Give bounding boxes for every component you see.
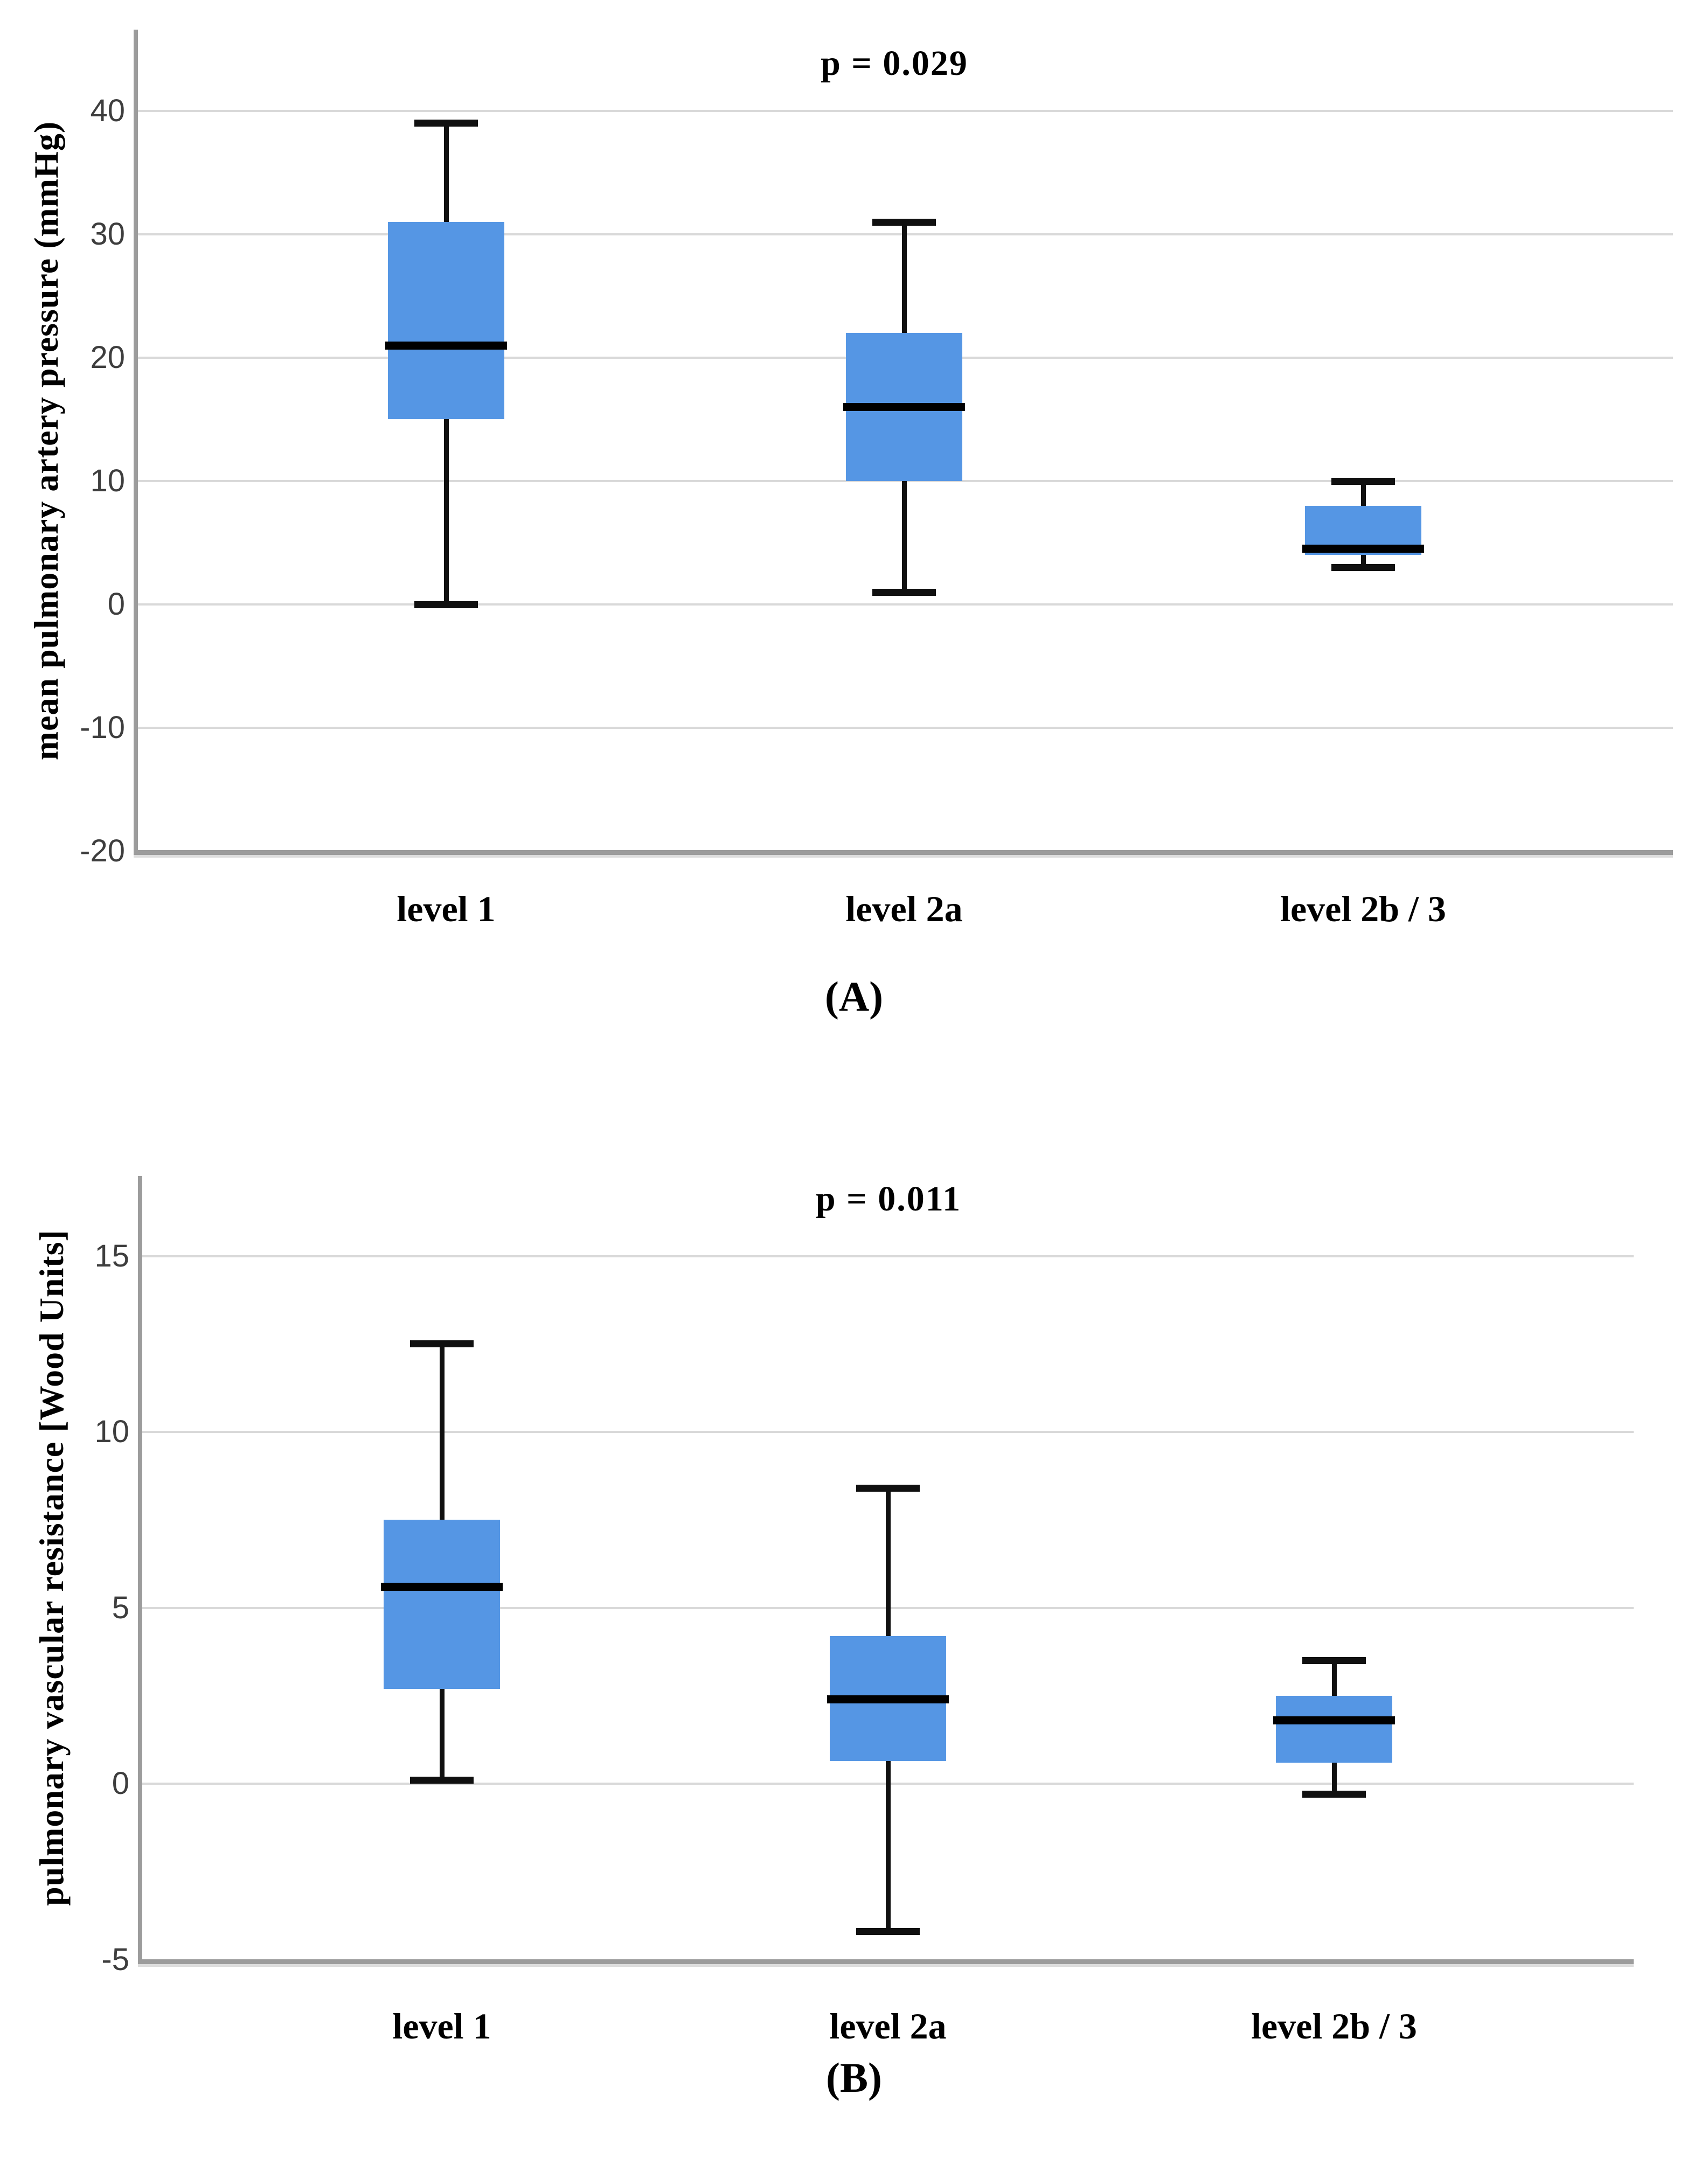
box-iqr [1276, 1695, 1392, 1763]
whisker-cap-bottom [410, 1776, 474, 1784]
gridline-10 [142, 1431, 1634, 1433]
y-tick-label-15: 15 [94, 1238, 129, 1274]
y-tick-label-10: 10 [94, 1414, 129, 1449]
whisker-cap-top [1302, 1657, 1366, 1664]
x-tick-label-a-level1: level 1 [397, 888, 496, 929]
y-tick-label-5: 5 [112, 1590, 129, 1625]
y-axis-line [138, 1176, 142, 1964]
whisker-cap-bottom [1302, 1791, 1366, 1798]
whisker-cap-top [856, 1484, 920, 1492]
y-tick-label-30: 30 [90, 217, 125, 252]
gridline--10 [138, 727, 1673, 729]
whisker-cap-bottom [414, 601, 478, 608]
panel-caption-b: (B) [826, 2054, 882, 2101]
y-tick-label--5: -5 [101, 1942, 129, 1977]
y-tick-label-10: 10 [90, 463, 125, 498]
x-tick-label-b-level2b3: level 2b / 3 [1251, 2006, 1417, 2047]
y-tick-label--20: -20 [80, 833, 125, 868]
gridline-40 [138, 110, 1673, 112]
y-tick-label-40: 40 [90, 93, 125, 128]
x-tick-label-a-level2b3: level 2b / 3 [1280, 888, 1446, 929]
y-axis-title-b: pulmonary vascular resistance [Wood Unit… [32, 1229, 71, 1906]
box-median [843, 403, 965, 412]
box-iqr [388, 222, 504, 420]
x-axis-line [138, 1959, 1634, 1964]
whisker-cap-bottom [856, 1928, 920, 1935]
whisker-cap-top [414, 120, 478, 127]
x-axis-line [134, 850, 1673, 855]
whisker-cap-top [872, 218, 936, 226]
box-median [827, 1695, 949, 1703]
box-median [385, 341, 507, 350]
box-median [381, 1582, 503, 1591]
y-tick-label-0: 0 [107, 587, 125, 622]
y-tick-label--10: -10 [80, 710, 125, 745]
x-tick-label-b-level1: level 1 [392, 2006, 491, 2047]
panel-caption-a: (A) [824, 973, 884, 1020]
whisker-cap-bottom [1331, 563, 1395, 571]
box-iqr [384, 1520, 500, 1689]
gridline-0 [138, 603, 1673, 606]
whisker-cap-top [410, 1340, 474, 1348]
y-tick-label-0: 0 [112, 1766, 129, 1801]
y-tick-label-20: 20 [90, 340, 125, 375]
p-value-label-b: p = 0.011 [815, 1179, 962, 1219]
box-median [1273, 1716, 1395, 1724]
y-axis-line [134, 30, 138, 855]
gridline-15 [142, 1255, 1634, 1257]
x-tick-label-a-level2a: level 2a [845, 888, 963, 929]
x-tick-label-b-level2a: level 2a [829, 2006, 947, 2047]
whisker-cap-top [1331, 477, 1395, 485]
p-value-label-a: p = 0.029 [821, 44, 968, 83]
whisker-cap-bottom [872, 588, 936, 596]
box-median [1302, 545, 1424, 553]
